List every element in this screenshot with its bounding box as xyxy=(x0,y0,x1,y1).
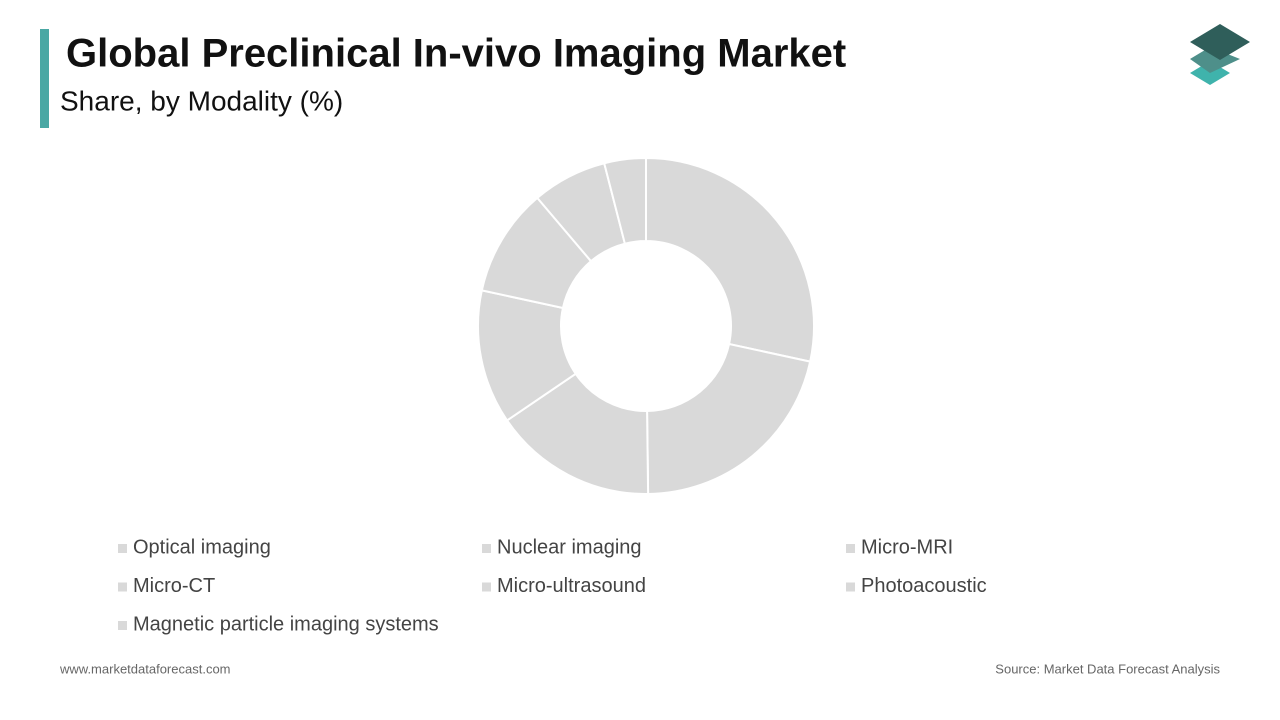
legend-swatch xyxy=(482,582,491,592)
legend-swatch xyxy=(118,544,127,553)
legend-label: Micro-MRI xyxy=(861,536,953,558)
title-accent xyxy=(40,29,49,128)
chart-title: Global Preclinical In-vivo Imaging Marke… xyxy=(66,32,846,76)
legend-label: Magnetic particle imaging systems xyxy=(133,613,439,635)
legend-swatch xyxy=(846,582,855,592)
chart-subtitle: Share, by Modality (%) xyxy=(60,85,343,116)
website: www.marketdataforecast.com xyxy=(59,661,231,676)
slice xyxy=(505,372,650,495)
legend-label: Photoacoustic xyxy=(861,575,987,597)
source: Source: Market Data Forecast Analysis xyxy=(995,661,1220,676)
legend-swatch xyxy=(118,582,127,592)
slice xyxy=(646,342,812,496)
slice xyxy=(603,156,647,245)
legend-label: Micro-ultrasound xyxy=(497,575,646,597)
legend-label: Micro-CT xyxy=(133,575,215,597)
legend-label: Optical imaging xyxy=(133,536,271,558)
legend-label: Nuclear imaging xyxy=(497,536,642,558)
legend-swatch xyxy=(846,544,855,553)
legend-swatch xyxy=(482,544,491,553)
logo xyxy=(1190,24,1250,85)
slice xyxy=(645,156,815,363)
legend-swatch xyxy=(118,621,127,630)
